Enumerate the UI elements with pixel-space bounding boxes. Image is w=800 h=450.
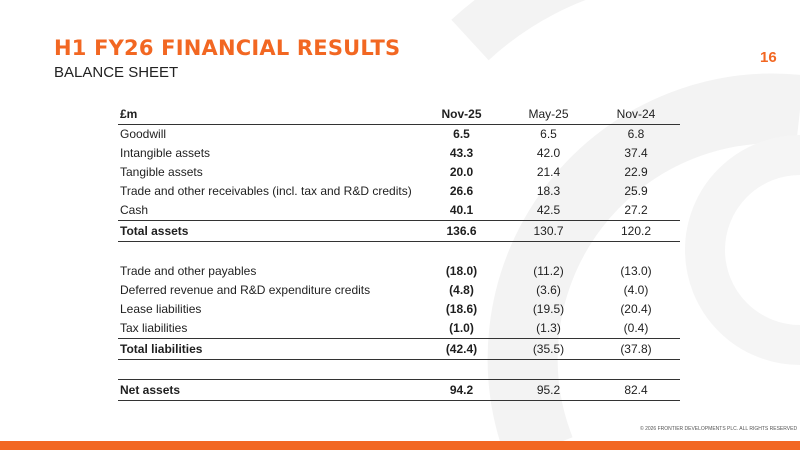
accent-bottom-bar: [0, 441, 800, 450]
table-row: Tax liabilities (1.0) (1.3) (0.4): [118, 319, 680, 339]
cell-may25: 42.0: [536, 146, 561, 160]
table-header-row: £m Nov-25 May-25 Nov-24: [118, 104, 680, 125]
cell-may25: (1.3): [536, 321, 561, 335]
table-row: Tangible assets 20.0 21.4 22.9: [118, 163, 680, 182]
row-label: Intangible assets: [120, 146, 211, 160]
row-label: Total assets: [118, 220, 418, 242]
row-label: Trade and other receivables (incl. tax a…: [120, 184, 412, 198]
spacer-row: [118, 359, 680, 380]
table-row: Trade and other receivables (incl. tax a…: [118, 182, 680, 201]
table-row: Intangible assets 43.3 42.0 37.4: [118, 144, 680, 163]
header-unit: £m: [118, 104, 418, 125]
header-nov25: Nov-25: [418, 104, 505, 125]
cell-nov25: (4.8): [449, 283, 474, 297]
row-label: Deferred revenue and R&D expenditure cre…: [120, 283, 371, 297]
total-liabilities-row: Total liabilities (42.4) (35.5) (37.8): [118, 338, 680, 360]
cell-may25: (35.5): [505, 338, 592, 360]
cell-nov25: (18.0): [445, 264, 478, 278]
cell-may25: 130.7: [505, 220, 592, 242]
cell-nov25: (42.4): [418, 338, 505, 360]
page-number: 16: [760, 49, 777, 66]
cell-nov24: 120.2: [592, 220, 680, 242]
row-label: Cash: [120, 203, 149, 217]
net-assets-row: Net assets 94.2 95.2 82.4: [118, 379, 680, 401]
row-label: Trade and other payables: [120, 264, 257, 278]
cell-nov24: 25.9: [624, 184, 648, 198]
cell-nov25: 6.5: [453, 127, 470, 141]
cell-nov24: 82.4: [592, 379, 680, 401]
total-assets-row: Total assets 136.6 130.7 120.2: [118, 220, 680, 242]
cell-nov25: 43.3: [449, 146, 474, 160]
table-row: Goodwill 6.5 6.5 6.8: [118, 125, 680, 145]
row-label: Net assets: [118, 379, 418, 401]
header-nov24: Nov-24: [592, 104, 680, 125]
row-label: Total liabilities: [118, 338, 418, 360]
cell-nov24: (37.8): [592, 338, 680, 360]
cell-may25: 21.4: [536, 165, 561, 179]
row-label: Goodwill: [120, 127, 167, 141]
cell-nov25: 26.6: [449, 184, 474, 198]
copyright-footer: © 2026 FRONTIER DEVELOPMENTS PLC. ALL RI…: [640, 426, 798, 432]
cell-nov25: 94.2: [418, 379, 505, 401]
cell-nov25: 20.0: [449, 165, 474, 179]
cell-nov24: (0.4): [623, 321, 649, 335]
cell-may25: 18.3: [536, 184, 561, 198]
row-label: Lease liabilities: [120, 302, 202, 316]
cell-nov24: (20.4): [620, 302, 652, 316]
cell-nov24: 37.4: [624, 146, 648, 160]
row-label: Tax liabilities: [120, 321, 188, 335]
header-may25: May-25: [505, 104, 592, 125]
table-row: Deferred revenue and R&D expenditure cre…: [118, 281, 680, 300]
cell-nov24: (13.0): [620, 264, 652, 278]
spacer-row: [118, 242, 680, 263]
table-row: Cash 40.1 42.5 27.2: [118, 201, 680, 221]
cell-may25: (3.6): [536, 283, 561, 297]
row-label: Tangible assets: [120, 165, 203, 179]
cell-may25: 95.2: [505, 379, 592, 401]
cell-nov25: 136.6: [418, 220, 505, 242]
cell-nov25: (1.0): [449, 321, 474, 335]
cell-may25: 6.5: [540, 127, 557, 141]
cell-nov24: 22.9: [624, 165, 648, 179]
slide-title: H1 FY26 FINANCIAL RESULTS: [54, 36, 401, 60]
table-row: Trade and other payables (18.0) (11.2) (…: [118, 262, 680, 281]
table-row: Lease liabilities (18.6) (19.5) (20.4): [118, 300, 680, 319]
cell-may25: 42.5: [536, 203, 561, 217]
cell-may25: (11.2): [533, 264, 564, 278]
cell-nov25: 40.1: [449, 203, 474, 217]
cell-nov24: 27.2: [624, 203, 648, 217]
balance-sheet-table: £m Nov-25 May-25 Nov-24 Goodwill 6.5 6.5…: [118, 104, 680, 401]
cell-may25: (19.5): [532, 302, 565, 316]
slide-subtitle: BALANCE SHEET: [54, 64, 179, 81]
cell-nov24: 6.8: [627, 127, 645, 141]
cell-nov25: (18.6): [445, 302, 478, 316]
cell-nov24: (4.0): [623, 283, 649, 297]
